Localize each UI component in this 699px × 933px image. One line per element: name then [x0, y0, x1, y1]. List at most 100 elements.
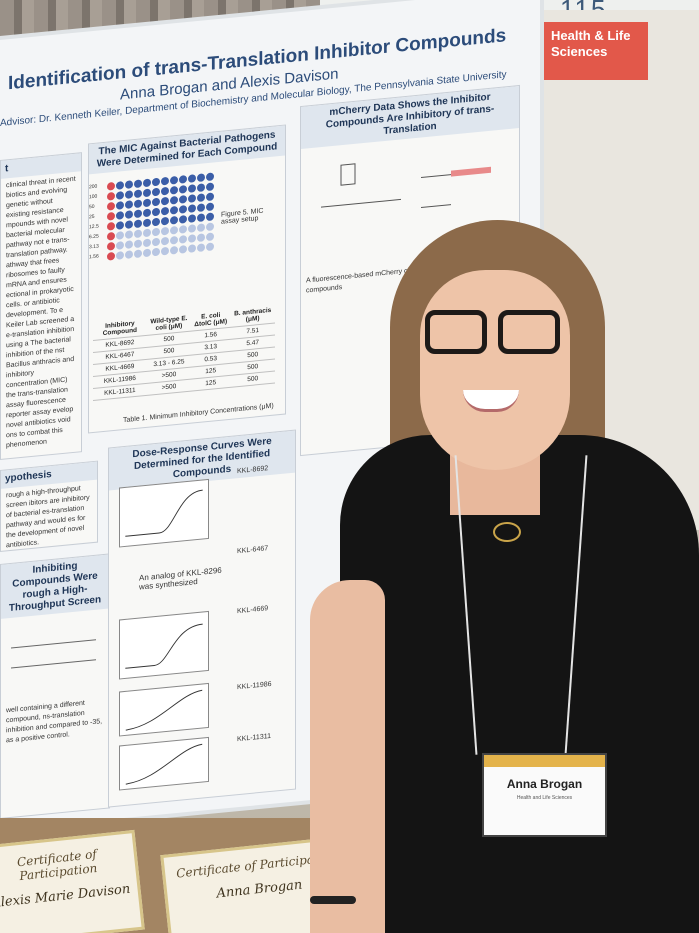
- plate-well: [188, 174, 196, 183]
- plate-well: [125, 240, 133, 249]
- plate-concentration-label: 50: [89, 203, 95, 211]
- plate-well: [170, 205, 178, 215]
- plate-well: [143, 178, 151, 188]
- plate-well: [161, 196, 169, 206]
- plate-well: [197, 213, 205, 223]
- plate-well: [107, 231, 115, 241]
- plate-well: [179, 234, 187, 244]
- badge-header-strip: [484, 755, 605, 767]
- compound-label-2: KKL-6467: [237, 545, 269, 556]
- plate-well: [152, 227, 160, 237]
- monogram-necklace: [493, 522, 521, 542]
- plate-well: [188, 194, 196, 203]
- plate-well: [188, 214, 196, 223]
- plate-well: [179, 194, 187, 204]
- dose-curve-2: [119, 610, 209, 680]
- plate-well: [107, 201, 115, 211]
- presenter-smile: [463, 390, 519, 412]
- plate-well: [134, 209, 142, 219]
- plate-well: [188, 224, 196, 233]
- plate-well: [143, 208, 151, 218]
- plate-well: [161, 216, 169, 226]
- plate-well: [134, 199, 142, 209]
- mcherry-diagram: [321, 163, 491, 208]
- plate-well: [179, 204, 187, 214]
- plate-well: [161, 206, 169, 216]
- dose-response-panel: Dose-Response Curves Were Determined for…: [108, 429, 296, 808]
- presenter-top: [340, 435, 699, 933]
- glasses-left-lens: [425, 310, 487, 354]
- plate-well: [125, 180, 133, 189]
- compound-label-3: KKL-4669: [237, 605, 269, 616]
- plate-well: [152, 237, 160, 247]
- certificate-left-name: Alexis Marie Davison: [0, 881, 131, 912]
- plate-concentration-label: 25: [89, 213, 95, 221]
- dose-curve-3: [119, 682, 209, 737]
- plate-well: [134, 189, 142, 199]
- plate-concentration-label: 1.56: [89, 253, 99, 261]
- plate-well: [116, 251, 124, 260]
- mic-table-cell: 125: [191, 375, 231, 392]
- plate-well: [206, 182, 214, 192]
- plate-well: [152, 197, 160, 207]
- plate-well: [107, 251, 115, 261]
- plate-well: [143, 238, 151, 248]
- plate-well: [206, 192, 214, 202]
- plate-well: [116, 211, 124, 220]
- plate-well: [197, 203, 205, 213]
- plate-well: [107, 221, 115, 231]
- plate-well: [170, 185, 178, 195]
- plate-well: [161, 226, 169, 236]
- mic-table-caption: Table 1. Minimum Inhibitory Concentratio…: [123, 402, 274, 425]
- plate-well: [125, 210, 133, 219]
- plate-concentration-label: 12.5: [89, 223, 99, 231]
- plate-well: [188, 184, 196, 193]
- plate-well: [134, 239, 142, 249]
- plate-well: [197, 233, 205, 243]
- hypothesis-panel: ypothesis rough a high-throughput screen…: [0, 460, 98, 552]
- plate-well: [179, 224, 187, 234]
- plate-well: [170, 195, 178, 205]
- hypothesis-text: rough a high-throughput screen ibitors a…: [6, 485, 90, 550]
- mic-table: Inhibitory Compound Wild-type E. coli (μM…: [93, 304, 275, 402]
- mcherry-panel: mCherry Data Shows the Inhibitor Compoun…: [300, 84, 520, 457]
- plate-well: [179, 214, 187, 224]
- certificate-left-title: Certificate of Participation: [16, 847, 98, 884]
- plate-well: [116, 221, 124, 230]
- research-poster: Identification of trans-Translation Inhi…: [0, 0, 540, 831]
- plate-well: [116, 201, 124, 210]
- plate-well: [143, 248, 151, 258]
- mic-heading: The MIC Against Bacterial Pathogens Were…: [89, 125, 285, 175]
- plate-well: [161, 186, 169, 196]
- plate-well: [197, 243, 205, 253]
- badge-department: Health and Life Sciences: [516, 795, 573, 801]
- plate-well: [152, 177, 160, 187]
- plate-well: [125, 220, 133, 229]
- plate-well: [161, 246, 169, 256]
- presenter: Anna Brogan Health and Life Sciences: [300, 200, 699, 933]
- screen-text: well containing a different compound, ns…: [6, 699, 103, 745]
- plate-well: [152, 247, 160, 257]
- plate-well: [188, 204, 196, 213]
- name-badge: Anna Brogan Health and Life Sciences: [482, 753, 607, 837]
- compound-label-5: KKL-11311: [237, 732, 271, 744]
- plate-well: [116, 241, 124, 250]
- plate-well: [125, 250, 133, 259]
- plate-well: [197, 223, 205, 233]
- certificate-left: Certificate of Participation Alexis Mari…: [0, 829, 145, 933]
- plate-well: [206, 232, 214, 242]
- plate-well: [179, 184, 187, 194]
- glasses-right-lens: [498, 310, 560, 354]
- badge-name: Anna Brogan: [506, 777, 583, 791]
- dose-curve-4: [119, 736, 209, 791]
- plate-well: [107, 211, 115, 221]
- plate-well: [143, 188, 151, 198]
- plate-well: [107, 191, 115, 201]
- plate-concentration-label: 6.25: [89, 233, 99, 241]
- plate-well: [170, 215, 178, 225]
- plate-well: [125, 200, 133, 209]
- plate-well: [143, 198, 151, 208]
- plate-well: [125, 230, 133, 239]
- plate-well: [206, 212, 214, 222]
